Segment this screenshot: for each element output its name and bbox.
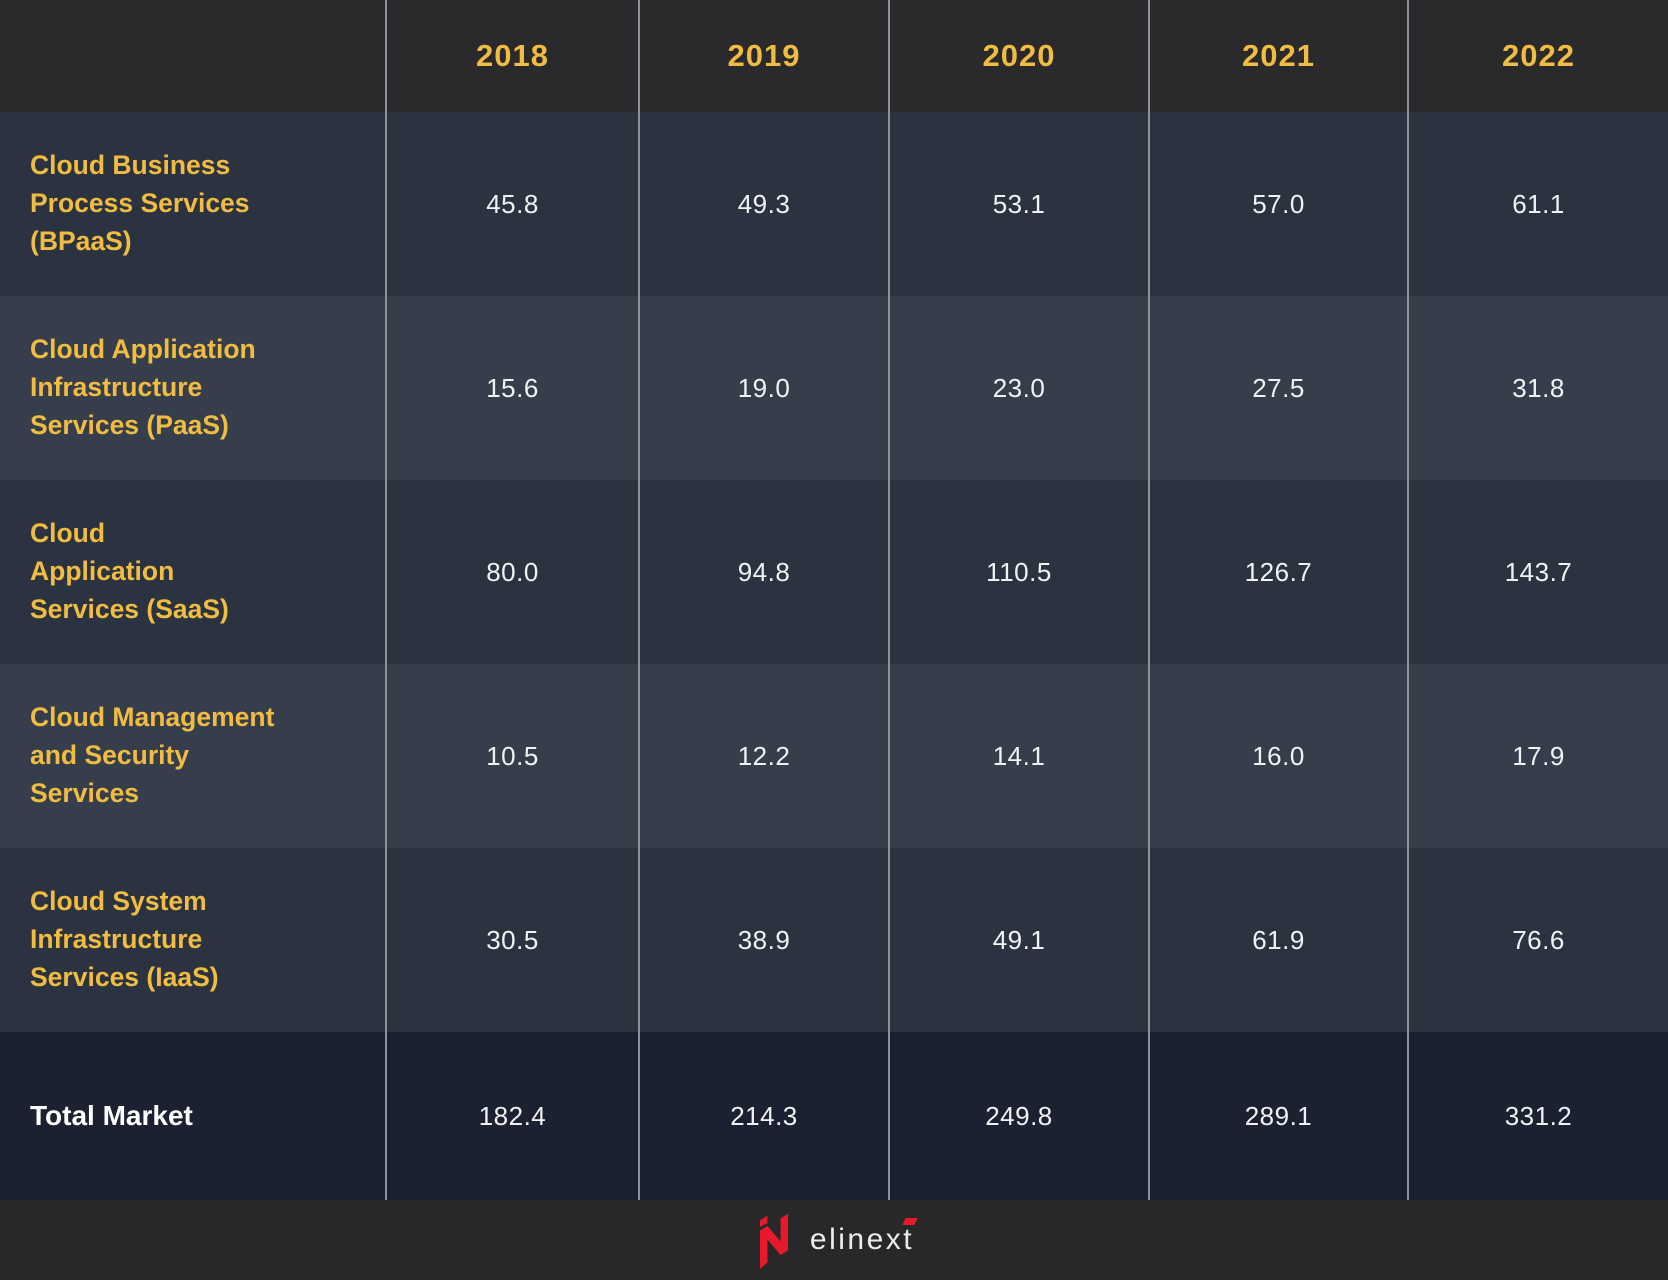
elinext-logo: elinext bbox=[754, 1211, 918, 1269]
total-value-cell: 249.8 bbox=[890, 1032, 1150, 1200]
footer-bar: elinext bbox=[0, 1200, 1668, 1280]
table-row: Cloud Business Process Services (BPaaS) 45.… bbox=[0, 112, 1668, 296]
value-cell: 10.5 bbox=[387, 664, 640, 848]
elinext-wordmark: elinext bbox=[809, 1223, 915, 1256]
value-cell: 110.5 bbox=[890, 480, 1150, 664]
value-cell: 80.0 bbox=[387, 480, 640, 664]
value-cell: 61.9 bbox=[1150, 848, 1409, 1032]
row-label: Cloud Application Infrastructure Services … bbox=[0, 296, 387, 480]
total-market-label: Total Market bbox=[0, 1032, 387, 1200]
value-cell: 31.8 bbox=[1512, 372, 1565, 403]
value-cell: 30.5 bbox=[387, 848, 640, 1032]
value-cell: 53.1 bbox=[890, 112, 1150, 296]
total-value-cell: 289.1 bbox=[1150, 1032, 1409, 1200]
value-cell: 126.7 bbox=[1150, 480, 1409, 664]
row-label: Cloud System Infrastructure Services (IaaS… bbox=[0, 848, 387, 1032]
value-cell: 17.9 bbox=[1512, 740, 1565, 771]
table-header-row: 2018 2019 2020 2021 2022 bbox=[0, 0, 1668, 112]
table-row: Cloud System Infrastructure Services (IaaS… bbox=[0, 848, 1668, 1032]
value-cell: 45.8 bbox=[387, 112, 640, 296]
total-market-row: Total Market 182.4 214.3 249.8 289.1 331.2 bbox=[0, 1032, 1668, 1200]
value-cell: 61.1 bbox=[1512, 188, 1565, 219]
total-value-cell: 331.2 bbox=[1504, 1100, 1573, 1131]
value-cell: 57.0 bbox=[1150, 112, 1409, 296]
cloud-market-table: 2018 2019 2020 2021 2022 Cloud Business Proces… bbox=[0, 0, 1668, 1200]
total-value-cell: 214.3 bbox=[640, 1032, 890, 1200]
table-row: Cloud Application Infrastructure Services … bbox=[0, 296, 1668, 480]
year-header-2022: 2022 bbox=[1502, 38, 1575, 73]
year-header-2018: 2018 bbox=[387, 0, 640, 112]
value-cell: 23.0 bbox=[890, 296, 1150, 480]
table-row: Cloud Application Services (SaaS) 80.0 94.8 1… bbox=[0, 480, 1668, 664]
value-cell: 27.5 bbox=[1150, 296, 1409, 480]
value-cell: 15.6 bbox=[387, 296, 640, 480]
value-cell: 16.0 bbox=[1150, 664, 1409, 848]
elinext-logo-mark-icon bbox=[759, 1213, 788, 1269]
value-cell: 76.6 bbox=[1512, 924, 1565, 955]
value-cell: 143.7 bbox=[1504, 556, 1573, 587]
table-row: Cloud Management and Security Services 10.5… bbox=[0, 664, 1668, 848]
header-corner-cell bbox=[0, 0, 387, 112]
elinext-wordmark-wrap: elinext bbox=[809, 1218, 918, 1257]
value-cell: 38.9 bbox=[640, 848, 890, 1032]
value-cell: 49.3 bbox=[640, 112, 890, 296]
total-value-cell: 182.4 bbox=[387, 1032, 640, 1200]
logo-t-accent-icon bbox=[902, 1218, 918, 1225]
row-label: Cloud Management and Security Services bbox=[0, 664, 387, 848]
value-cell: 12.2 bbox=[640, 664, 890, 848]
row-label: Cloud Application Services (SaaS) bbox=[0, 480, 387, 664]
value-cell: 14.1 bbox=[890, 664, 1150, 848]
value-cell: 94.8 bbox=[640, 480, 890, 664]
value-cell: 49.1 bbox=[890, 848, 1150, 1032]
year-header-2020: 2020 bbox=[890, 0, 1150, 112]
year-header-2021: 2021 bbox=[1150, 0, 1409, 112]
row-label: Cloud Business Process Services (BPaaS) bbox=[0, 112, 387, 296]
value-cell: 19.0 bbox=[640, 296, 890, 480]
year-header-2019: 2019 bbox=[640, 0, 890, 112]
